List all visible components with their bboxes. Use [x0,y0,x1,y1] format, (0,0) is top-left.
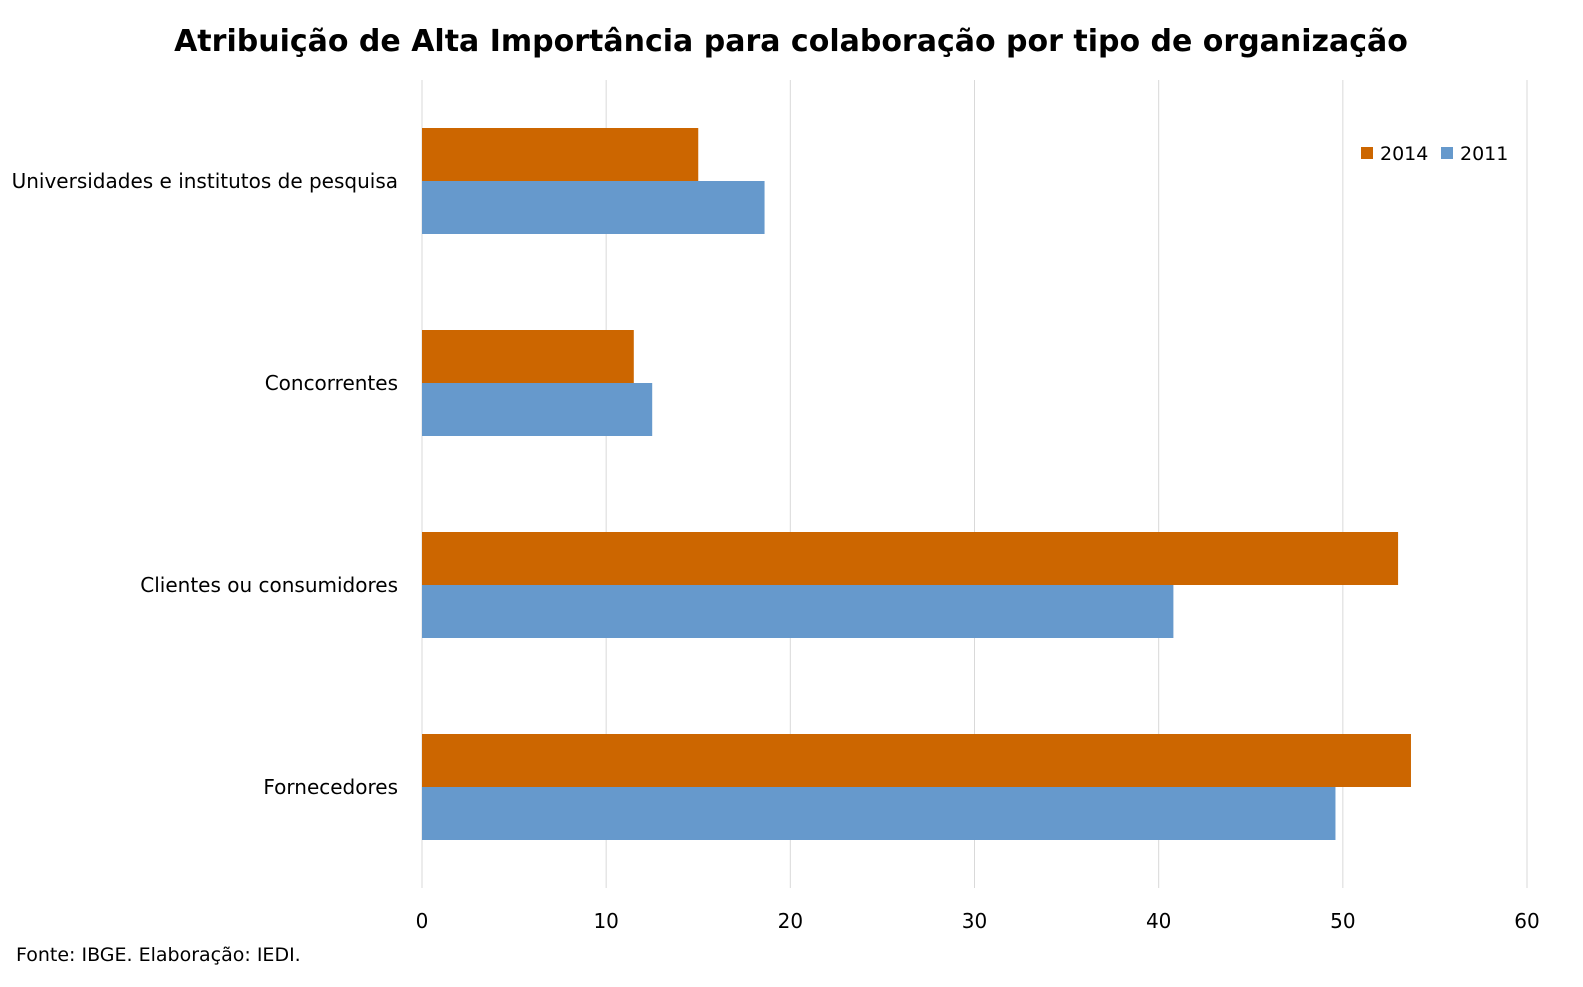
chart-title: Atribuição de Alta Importância para cola… [174,24,1408,59]
legend-label-2011: 2011 [1460,143,1508,165]
category-label-1: Concorrentes [265,371,398,395]
x-tick-label-10: 10 [593,909,618,933]
bar-2011-1 [422,383,653,436]
legend-swatch-2014 [1361,147,1373,159]
category-label-2: Clientes ou consumidores [140,573,398,597]
category-label-0: Universidades e institutos de pesquisa [12,169,398,193]
category-labels: Universidades e institutos de pesquisa Co… [12,169,398,799]
legend-label-2014: 2014 [1380,143,1428,165]
x-tick-label-50: 50 [1330,909,1355,933]
x-tick-labels: 0 10 20 30 40 50 60 [416,909,1540,933]
x-tick-label-30: 30 [962,909,987,933]
category-label-3: Fornecedores [263,775,398,799]
x-tick-label-20: 20 [778,909,803,933]
x-tick-label-60: 60 [1514,909,1539,933]
x-tick-label-40: 40 [1146,909,1171,933]
bar-2014-0 [422,128,699,181]
bar-2011-0 [422,181,765,234]
bar-2014-1 [422,330,634,383]
bars [422,128,1411,840]
legend-swatch-2011 [1441,147,1453,159]
bar-2011-2 [422,585,1174,638]
x-tick-label-0: 0 [416,909,429,933]
bar-2014-3 [422,734,1411,787]
bar-2014-2 [422,532,1399,585]
source-note: Fonte: IBGE. Elaboração: IEDI. [16,944,301,966]
legend: 2014 2011 [1361,143,1508,165]
bar-2011-3 [422,787,1336,840]
